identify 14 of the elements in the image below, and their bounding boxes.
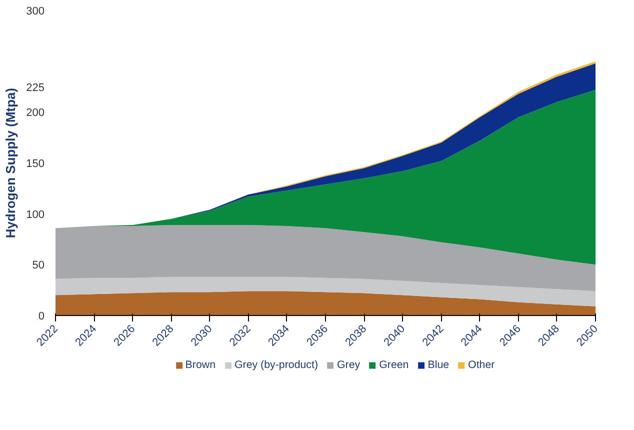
y-tick-label: 300 (26, 6, 45, 18)
y-tick-label: 225 (26, 82, 45, 94)
legend-label: Grey (by-product) (234, 359, 318, 371)
legend-label: Other (468, 359, 495, 371)
y-tick-label: 150 (26, 158, 45, 170)
legend-label: Green (379, 359, 409, 371)
y-tick-label: 200 (26, 107, 45, 120)
legend-label: Blue (428, 359, 450, 371)
legend-label: Grey (337, 359, 360, 371)
y-axis-title: Hydrogen Supply (Mtpa) (3, 88, 18, 238)
y-tick-label: 100 (26, 208, 45, 221)
y-tick-label: 50 (32, 260, 45, 272)
legend-label: Brown (185, 359, 216, 371)
y-tick-label: 0 (38, 310, 45, 322)
